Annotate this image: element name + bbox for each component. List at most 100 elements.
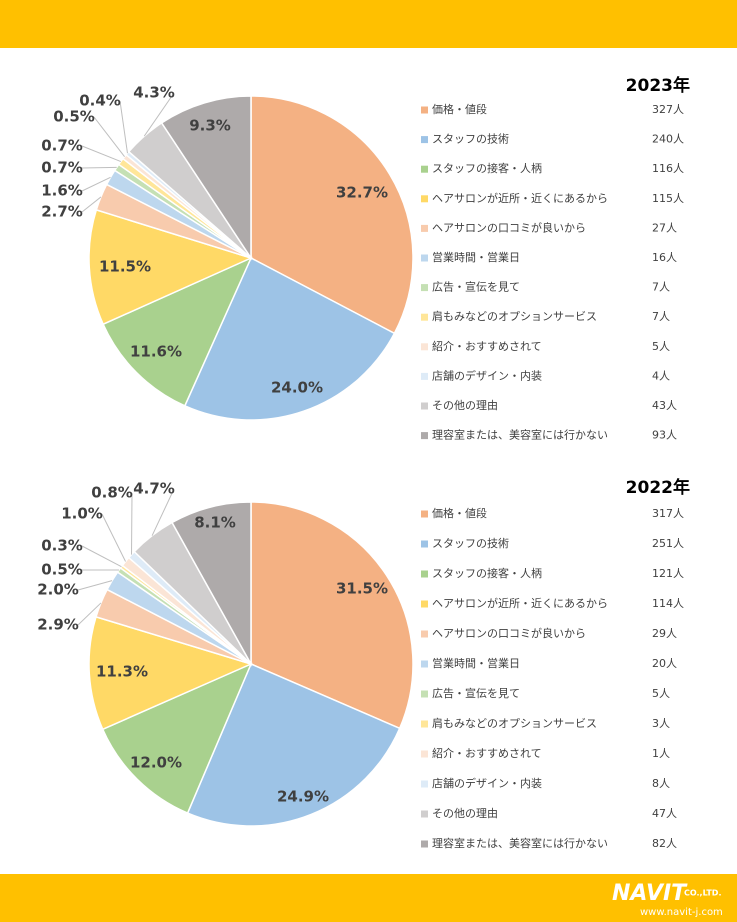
legend-count: 251人	[652, 537, 684, 550]
legend-count: 4人	[652, 369, 670, 382]
legend-count: 7人	[652, 281, 670, 294]
legend-count: 47人	[652, 807, 677, 820]
data-label: 2.7%	[41, 203, 83, 221]
data-label: 24.0%	[271, 379, 323, 397]
legend-swatch	[421, 510, 428, 518]
legend-swatch	[421, 165, 428, 173]
legend-label: スタッフの接客・人柄	[432, 161, 542, 175]
legend-label: 価格・値段	[432, 506, 487, 520]
legend-label: スタッフの技術	[432, 133, 509, 146]
legend-swatch	[421, 810, 428, 818]
legend-swatch	[421, 284, 428, 292]
legend-label: その他の理由	[432, 806, 498, 820]
legend-swatch	[421, 570, 428, 578]
legend-label: ヘアサロンが近所・近くにあるから	[432, 191, 608, 205]
legend-count: 16人	[652, 251, 677, 264]
legend-label: その他の理由	[432, 398, 498, 412]
pie-slice	[160, 95, 252, 261]
url: www.navit-j.com	[640, 907, 723, 918]
legend-swatch	[421, 630, 428, 638]
legend-count: 93人	[652, 429, 677, 442]
company: CO.,LTD.	[684, 889, 721, 898]
legend-label: 価格・値段	[432, 102, 487, 116]
data-label: 11.3%	[96, 663, 148, 681]
legend-swatch	[421, 136, 428, 144]
legend-count: 3人	[652, 717, 670, 730]
data-label: 4.3%	[133, 84, 175, 102]
leader-line	[93, 116, 125, 158]
legend-count: 7人	[652, 310, 670, 323]
legend-swatch	[421, 600, 428, 608]
data-label: 1.0%	[61, 505, 103, 523]
legend-swatch	[421, 840, 428, 848]
data-label: 32.7%	[336, 184, 388, 202]
legend-label: 肩もみなどのオプションサービス	[432, 716, 597, 730]
legend-count: 27人	[652, 221, 677, 234]
legend-swatch	[421, 313, 428, 321]
top-band	[0, 0, 737, 48]
leader-line	[77, 602, 102, 626]
data-label: 8.1%	[194, 514, 236, 532]
legend-swatch	[421, 106, 428, 114]
legend-label: 広告・宣伝を見て	[432, 280, 520, 294]
legend-swatch	[421, 432, 428, 440]
data-label: 11.6%	[130, 343, 182, 361]
pie-slice	[171, 501, 252, 667]
pie-slice	[102, 256, 253, 407]
pie-slice	[88, 208, 254, 326]
legend-label: ヘアサロンの口コミが良いから	[432, 626, 586, 640]
pie-slice	[183, 256, 396, 421]
data-label: 31.5%	[336, 580, 388, 598]
legend-label: 営業時間・営業日	[432, 250, 520, 264]
legend-label: 理容室または、美容室には行かない	[432, 836, 608, 850]
data-label: 0.7%	[41, 159, 83, 177]
legend-count: 5人	[652, 687, 670, 700]
pie-slice	[88, 615, 254, 731]
chart-title: 2023年	[626, 75, 690, 96]
legend-label: ヘアサロンの口コミが良いから	[432, 220, 586, 234]
pie-slice	[101, 662, 253, 815]
legend-count: 20人	[652, 657, 677, 670]
legend-label: スタッフの技術	[432, 537, 509, 550]
leader-line	[81, 145, 122, 163]
legend-count: 327人	[652, 103, 684, 116]
legend-label: 営業時間・営業日	[432, 656, 520, 670]
legend-count: 43人	[652, 399, 677, 412]
legend-label: 店舗のデザイン・内装	[432, 368, 542, 382]
legend-swatch	[421, 750, 428, 758]
legend-label: 肩もみなどのオプションサービス	[432, 309, 597, 323]
legend-label: 店舗のデザイン・内装	[432, 776, 542, 790]
data-label: 0.8%	[91, 484, 133, 502]
legend-count: 1人	[652, 747, 670, 760]
leader-line	[151, 488, 175, 536]
data-label: 24.9%	[277, 788, 329, 806]
legend-swatch	[421, 254, 428, 262]
legend-count: 317人	[652, 507, 684, 520]
data-label: 2.9%	[37, 616, 79, 634]
leader-line	[81, 196, 102, 213]
legend-swatch	[421, 195, 428, 203]
data-label: 1.6%	[41, 182, 83, 200]
legend-swatch	[421, 690, 428, 698]
leader-line	[77, 580, 113, 591]
legend-swatch	[421, 402, 428, 410]
legend-swatch	[421, 540, 428, 548]
legend-label: 広告・宣伝を見て	[432, 686, 520, 700]
leader-line	[101, 513, 126, 562]
data-label: 0.3%	[41, 537, 83, 555]
legend-label: 紹介・おすすめされて	[432, 747, 542, 760]
legend-swatch	[421, 372, 428, 380]
data-label: 12.0%	[130, 754, 182, 772]
data-label: 0.5%	[41, 561, 83, 579]
data-label: 2.0%	[37, 581, 79, 599]
bottom-band	[0, 874, 737, 922]
data-label: 9.3%	[189, 117, 231, 135]
pie-slice	[186, 663, 401, 827]
chart-title: 2022年	[626, 477, 690, 498]
data-label: 4.7%	[133, 480, 175, 498]
legend-count: 114人	[652, 597, 684, 610]
legend-count: 121人	[652, 567, 684, 580]
pie-slice	[250, 501, 414, 730]
data-label: 0.7%	[41, 137, 83, 155]
